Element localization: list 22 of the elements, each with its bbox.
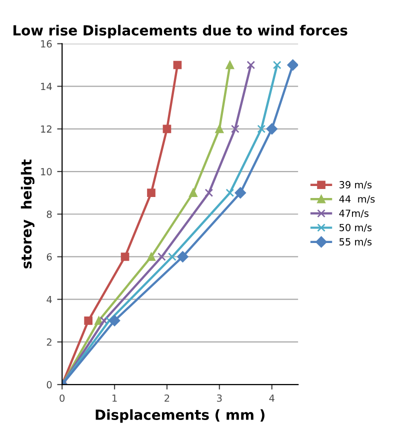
y-tick-label: 6 [46,253,52,261]
x-tick-label: 0 [60,394,65,402]
legend-label: 47m/s [339,210,368,218]
y-tick-label: 0 [46,381,52,388]
y-tick-label: 2 [46,338,52,346]
x-tick-label: 4 [269,394,274,402]
legend-label: 39 m/s [340,181,372,190]
x-tick-label: 1 [112,394,117,402]
y-tick-label: 8 [46,210,52,218]
y-tick-label: 16 [41,40,52,48]
x-tick-label: 3 [217,394,222,402]
legend-label: 44 m/s [339,195,375,204]
chart-title: Low rise Displacements due to wind forces [14,24,348,38]
x-axis-title: Displacements ( mm ) [96,409,264,423]
y-tick-label: 10 [41,168,52,176]
legend-label: 55 m/s [340,238,372,246]
x-tick-label: 2 [164,394,170,402]
y-axis-title: storey height [20,159,34,268]
y-tick-label: 12 [41,125,52,133]
y-tick-label: 14 [41,82,52,90]
y-tick-label: 4 [46,296,52,304]
legend-label: 50 m/s [340,224,372,232]
